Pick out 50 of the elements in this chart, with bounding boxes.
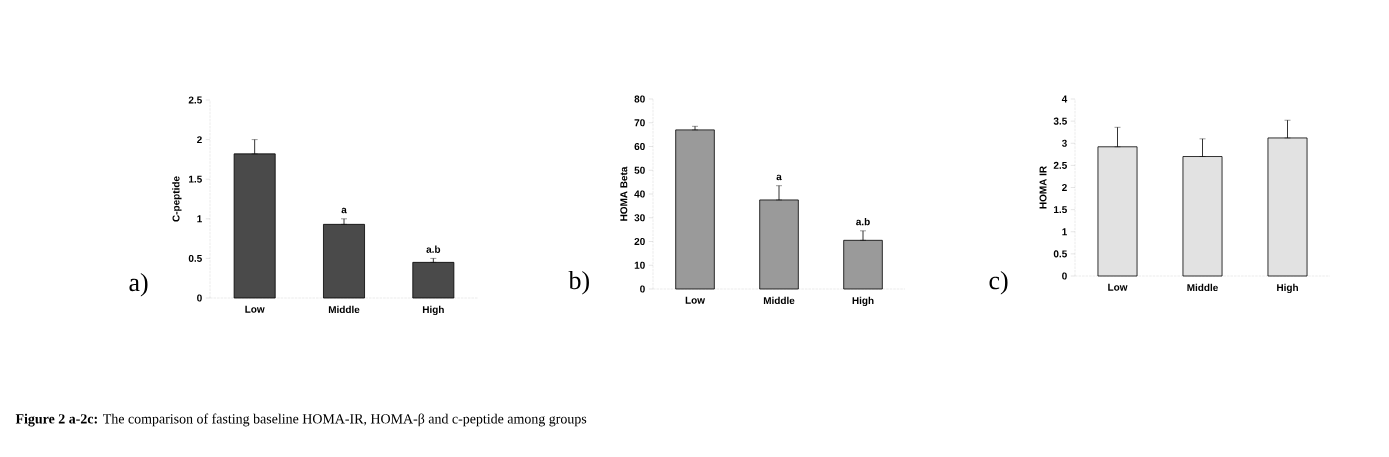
bar xyxy=(233,153,276,299)
text: b) xyxy=(568,271,589,295)
annotation: a.b xyxy=(856,217,870,226)
y-tick-label: 1 xyxy=(197,215,202,223)
y-axis-title: C-peptide xyxy=(172,176,182,222)
y-tick-label: 0 xyxy=(197,294,202,302)
x-tick-label: Middle xyxy=(763,296,795,305)
x-tick-label: High xyxy=(852,296,874,307)
text: a) xyxy=(129,273,148,297)
y-tick-label: 3 xyxy=(1061,139,1067,147)
y-tick-label: 50 xyxy=(634,166,645,174)
y-tick-label: 2 xyxy=(197,136,202,144)
y-tick-label: 40 xyxy=(634,190,645,198)
bar xyxy=(323,223,365,299)
y-tick-label: 4 xyxy=(1061,95,1068,103)
y-tick-label: 2.5 xyxy=(1053,161,1067,169)
x-tick-label: Middle xyxy=(328,305,360,314)
x-tick-label: Low xyxy=(1108,283,1128,291)
text: Figure 2 a-2c: The comparison of fasting baseline HOMA-IR, HOMA-β and c-peptide among groups xyxy=(15,413,587,427)
x-tick-label: Low xyxy=(685,296,705,304)
annotation: a xyxy=(341,207,347,214)
x-tick-label: Middle xyxy=(1187,283,1218,292)
x-tick-label: High xyxy=(422,305,444,316)
bar xyxy=(759,199,799,290)
y-tick-label: 2 xyxy=(1062,184,1067,191)
y-tick-label: 70 xyxy=(634,119,645,127)
y-tick-label: 0 xyxy=(1062,272,1067,280)
y-tick-label: 0.5 xyxy=(188,254,202,262)
bar xyxy=(675,129,715,290)
y-tick-label: 60 xyxy=(634,142,645,151)
y-tick-label: 0 xyxy=(640,285,645,293)
y-tick-label: 3.5 xyxy=(1053,117,1067,125)
y-tick-label: 1.5 xyxy=(189,175,202,183)
x-tick-label: Low xyxy=(245,305,265,313)
y-tick-label: 20 xyxy=(634,237,645,246)
y-tick-label: 0.5 xyxy=(1053,250,1067,258)
y-tick-label: 1 xyxy=(1062,228,1067,236)
annotation: a.b xyxy=(426,245,441,253)
bar xyxy=(412,261,455,299)
y-tick-label: 30 xyxy=(634,214,645,222)
y-axis-title: HOMA IR xyxy=(1039,166,1047,209)
y-tick-label: 2.5 xyxy=(188,96,202,104)
annotation: a xyxy=(776,174,782,181)
y-tick-label: 10 xyxy=(634,261,645,269)
bar xyxy=(1267,137,1308,277)
text: c) xyxy=(989,271,1008,295)
y-tick-label: 80 xyxy=(634,95,645,103)
y-tick-label: 1.5 xyxy=(1054,206,1067,214)
x-tick-label: High xyxy=(1277,283,1298,294)
y-axis-title: HOMA Beta xyxy=(620,166,628,221)
